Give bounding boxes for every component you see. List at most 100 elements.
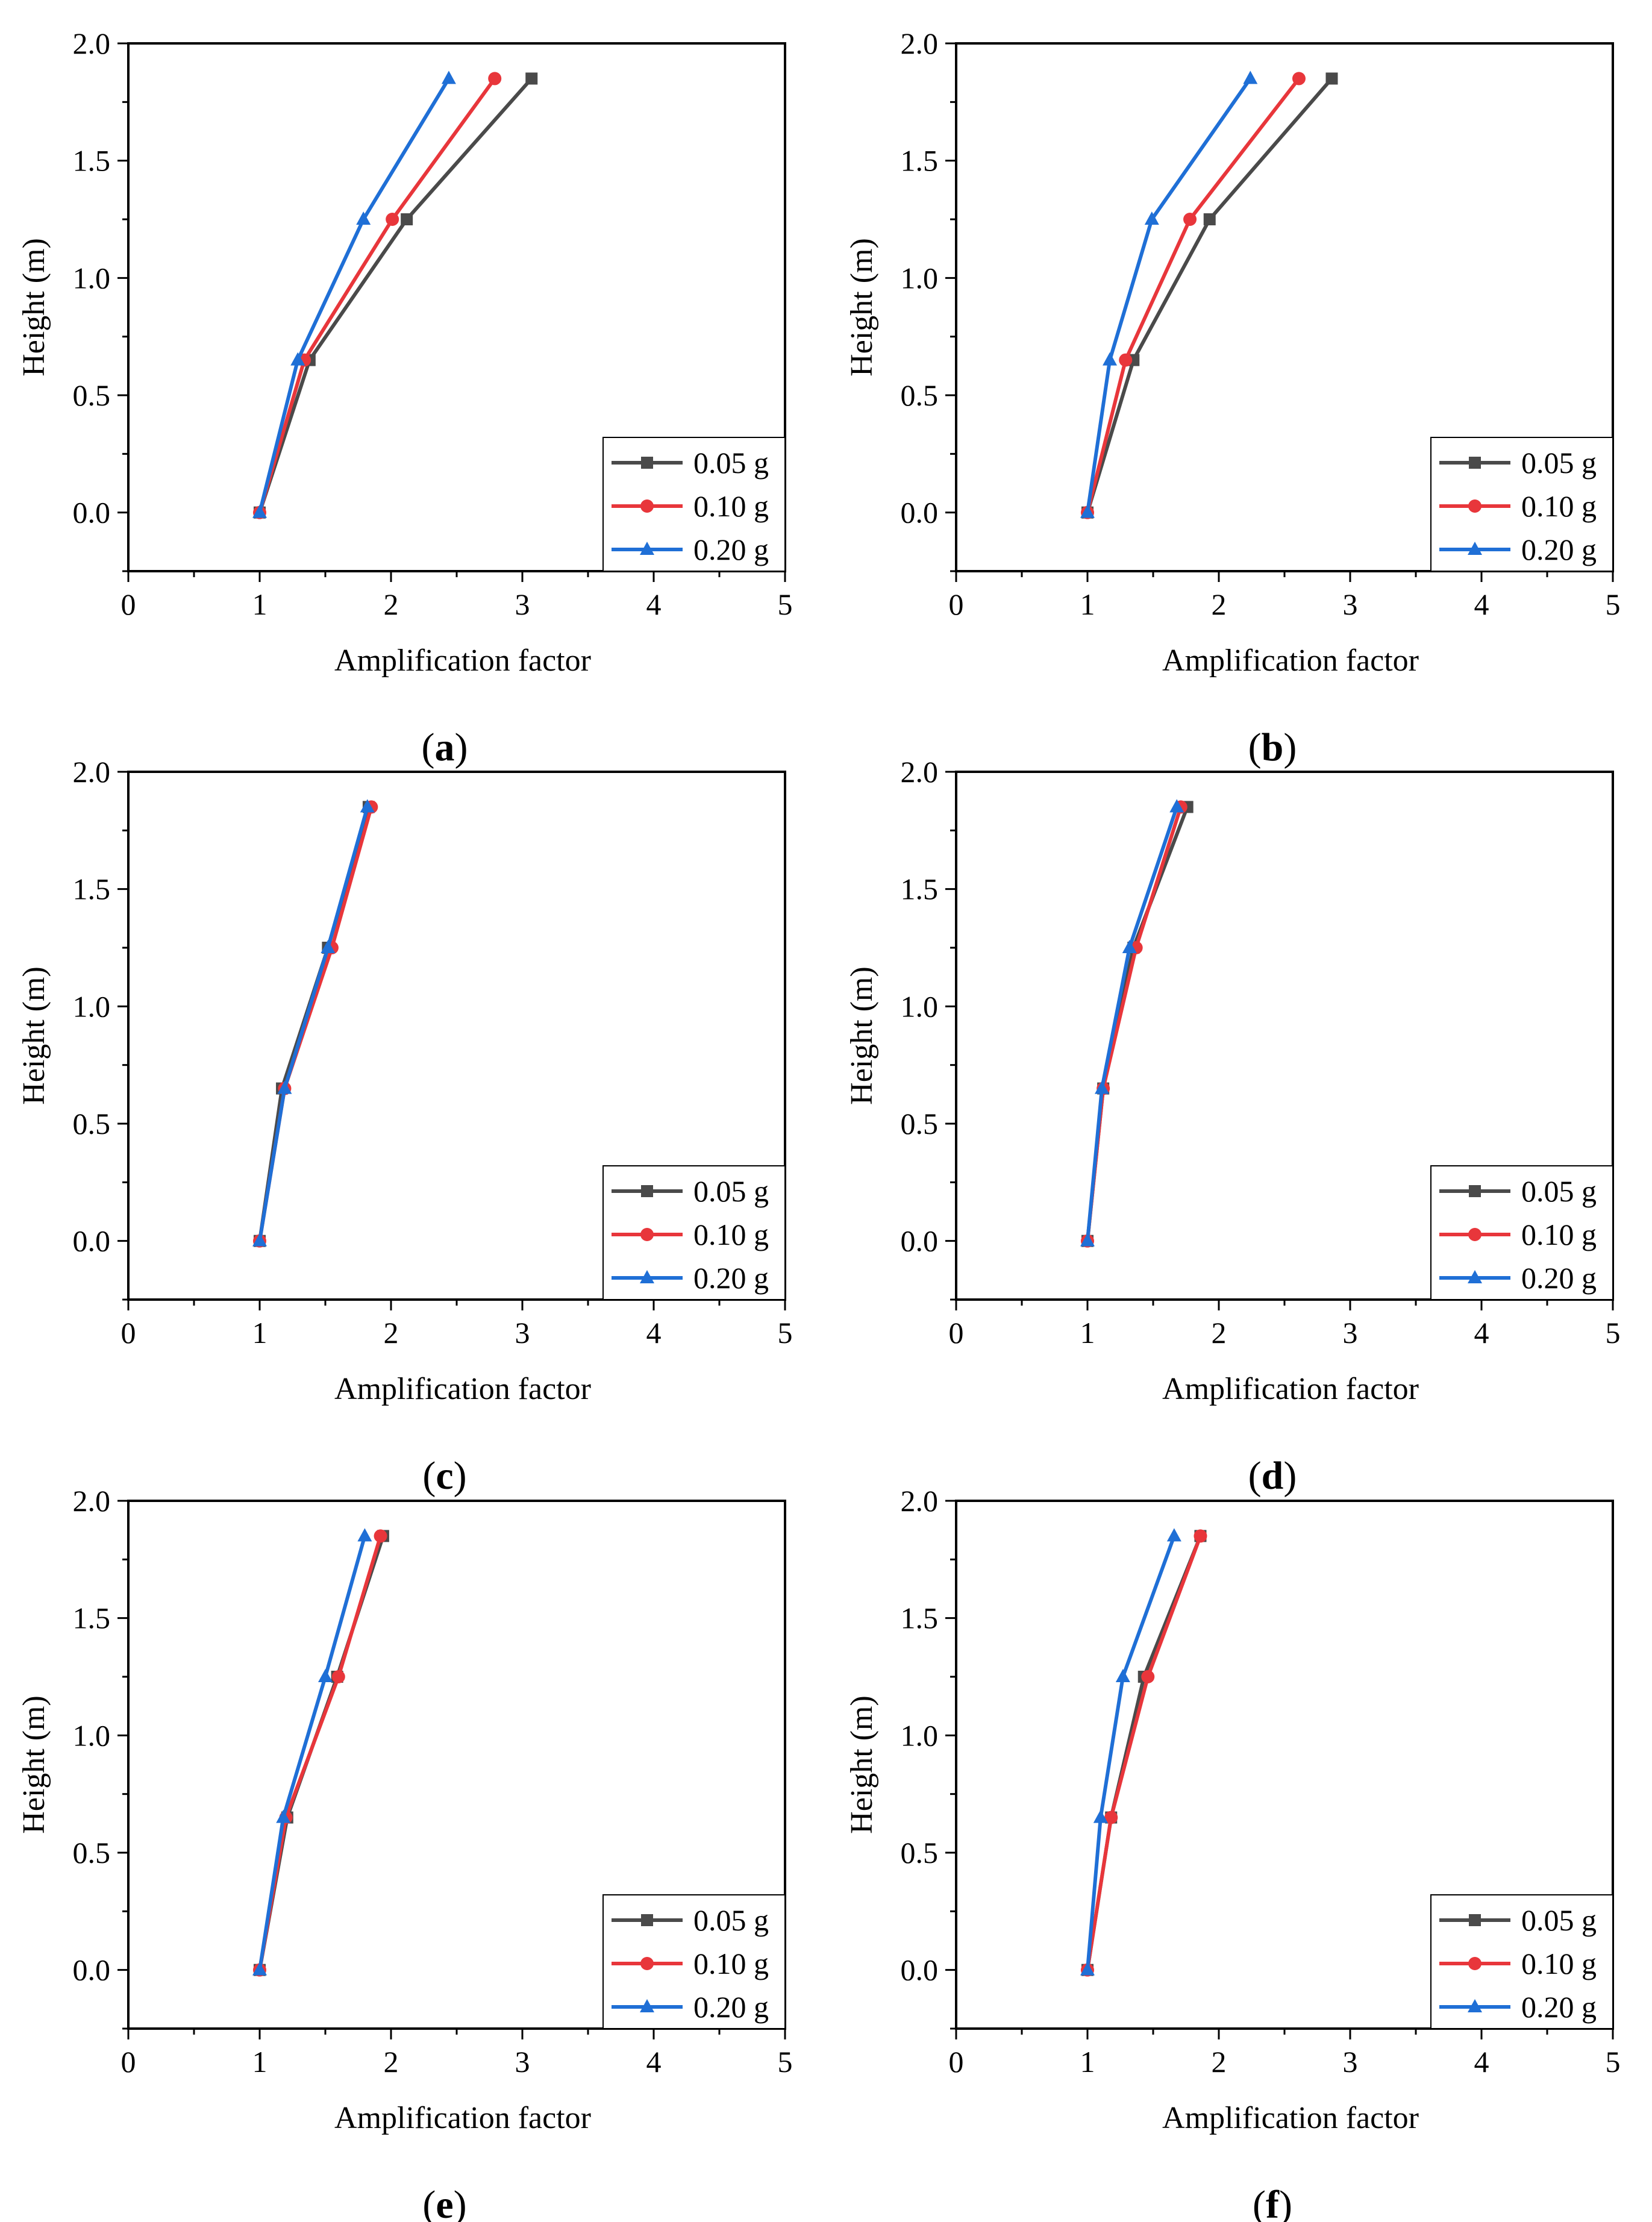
- panel-b-label: (b): [1248, 725, 1297, 769]
- panel-a-y-axis-title: Height (m): [17, 238, 51, 377]
- panel-e-x-tick-label: 1: [252, 2045, 268, 2079]
- panel-d-legend-label: 0.10 g: [1521, 1218, 1597, 1251]
- panel-e-legend-label: 0.10 g: [693, 1947, 769, 1980]
- panel-f-legend-label: 0.10 g: [1521, 1947, 1597, 1980]
- panel-c-data-point: [277, 1080, 292, 1094]
- panel-e-data-point: [318, 1669, 333, 1682]
- panel-e-legend-label: 0.05 g: [693, 1903, 769, 1937]
- panel-c-series-line-2: [258, 805, 369, 1243]
- panel-b-data-point: [1325, 72, 1338, 85]
- panel-a: 0 1 2 3 4 5 0.0 0.5 1.0 1.5 2.0 Amplification facto…: [17, 27, 793, 769]
- panel-f-y-tick-label: 1.5: [901, 1601, 939, 1635]
- panel-c-legend-marker: [640, 1270, 654, 1283]
- panel-b-y-tick-label: 0.0: [901, 496, 939, 530]
- panel-d-legend-label: 0.05 g: [1521, 1174, 1597, 1208]
- panel-a-y-tick-label: 2.0: [73, 27, 111, 60]
- panel-a-x-tick-label: 5: [778, 587, 793, 621]
- panel-d-x-tick-label: 4: [1474, 1316, 1489, 1350]
- panel-a-x-tick-label: 4: [646, 587, 662, 621]
- panel-f-legend-marker: [1468, 1957, 1481, 1970]
- panel-b-y-tick-label: 1.0: [901, 261, 939, 295]
- panel-c-y-tick-label: 2.0: [73, 755, 111, 789]
- panel-d-x-tick-label: 3: [1343, 1316, 1358, 1350]
- panel-c-legend-marker: [641, 1185, 653, 1197]
- panel-e-legend-marker: [640, 1999, 654, 2012]
- panel-f-data-point: [1115, 1669, 1130, 1682]
- panel-d-x-tick-label: 2: [1212, 1316, 1227, 1350]
- panel-f-x-tick-label: 1: [1080, 2045, 1095, 2079]
- panel-c-x-tick-label: 3: [515, 1316, 530, 1350]
- panel-a-data-point: [525, 72, 538, 85]
- panel-e-data-point: [276, 1809, 291, 1823]
- panel-f-x-tick-label: 2: [1212, 2045, 1227, 2079]
- panel-a-legend-marker: [640, 542, 654, 555]
- panel-d-data-point: [1169, 799, 1184, 813]
- panel-f-legend-marker: [1468, 1999, 1482, 2012]
- panel-e-label: (e): [422, 2183, 466, 2222]
- panel-c-x-axis-title: Amplification factor: [334, 1372, 591, 1406]
- panel-b-x-tick-label: 2: [1212, 587, 1227, 621]
- panel-b-x-tick-label: 0: [949, 587, 964, 621]
- panel-b-x-tick-label: 4: [1474, 587, 1489, 621]
- panel-b-y-tick-label: 2.0: [901, 27, 939, 60]
- panel-b-x-tick-label: 3: [1343, 587, 1358, 621]
- panel-c-y-axis-title: Height (m): [17, 966, 51, 1105]
- panel-e-x-tick-label: 5: [778, 2045, 793, 2079]
- panel-b-data-point: [1144, 211, 1159, 225]
- panel-d-y-tick-label: 1.0: [901, 989, 939, 1023]
- panel-c-x-tick-label: 2: [384, 1316, 399, 1350]
- panel-d-y-tick-label: 1.5: [901, 872, 939, 906]
- panel-c-legend-label: 0.05 g: [693, 1174, 769, 1208]
- panel-d-data-point: [1080, 1233, 1095, 1247]
- panel-a-data-point: [252, 504, 267, 518]
- panel-a-y-tick-label: 1.5: [73, 144, 111, 178]
- panel-f-x-tick-label: 3: [1343, 2045, 1358, 2079]
- panel-d-y-axis-title: Height (m): [845, 966, 879, 1105]
- panel-a-y-tick-label: 0.5: [73, 378, 111, 412]
- panel-f-data-point: [1141, 1670, 1155, 1683]
- panel-c-y-tick-label: 0.5: [73, 1107, 111, 1141]
- panel-a-data-point: [441, 70, 456, 84]
- panel-a-data-point: [290, 352, 305, 366]
- panel-c-legend-label: 0.10 g: [693, 1218, 769, 1251]
- panel-e-y-axis-title: Height (m): [17, 1695, 51, 1834]
- panel-e-legend-label: 0.20 g: [693, 1990, 769, 2024]
- panel-e-legend-marker: [640, 1957, 654, 1970]
- panel-d-y-tick-label: 0.0: [901, 1224, 939, 1258]
- panel-f-y-tick-label: 0.5: [901, 1836, 939, 1870]
- panel-d-data-point: [1122, 940, 1137, 953]
- panel-b-y-tick-label: 0.5: [901, 378, 939, 412]
- panel-d-series-line-2: [1086, 805, 1179, 1243]
- panel-f-data-point: [1194, 1529, 1207, 1543]
- panel-d-x-tick-label: 1: [1080, 1316, 1095, 1350]
- panel-f: 0 1 2 3 4 5 0.0 0.5 1.0 1.5 2.0 Amplification facto…: [845, 1484, 1621, 2222]
- panel-b-data-point: [1292, 72, 1306, 86]
- panel-f-data-point: [1166, 1528, 1181, 1542]
- panel-e-y-tick-label: 1.0: [73, 1718, 111, 1752]
- panel-e-y-tick-label: 0.5: [73, 1836, 111, 1870]
- panel-c-x-tick-label: 0: [121, 1316, 136, 1350]
- panel-c-y-tick-label: 0.0: [73, 1224, 111, 1258]
- panel-e-x-tick-label: 0: [121, 2045, 136, 2079]
- panel-c-legend-marker: [640, 1228, 654, 1241]
- panel-a-series-line-2: [258, 77, 451, 515]
- panel-e-x-tick-label: 3: [515, 2045, 530, 2079]
- panel-b-y-axis-title: Height (m): [845, 238, 879, 377]
- panel-b-data-point: [1183, 213, 1197, 226]
- panel-a-data-point: [356, 211, 371, 225]
- panel-e-series-line-0: [258, 1534, 385, 1972]
- panel-f-series-line-2: [1086, 1534, 1176, 1972]
- panel-d-label: (d): [1248, 1454, 1297, 1498]
- panel-a-x-tick-label: 1: [252, 587, 268, 621]
- panel-e-y-tick-label: 2.0: [73, 1484, 111, 1518]
- panel-d-legend-marker: [1468, 1270, 1482, 1283]
- panel-e-y-tick-label: 0.0: [73, 1953, 111, 1987]
- panel-e-x-tick-label: 2: [384, 2045, 399, 2079]
- panel-a-legend-label: 0.10 g: [693, 489, 769, 523]
- panel-b-legend-label: 0.10 g: [1521, 489, 1597, 523]
- panel-b-legend-label: 0.20 g: [1521, 533, 1597, 566]
- panel-d: 0 1 2 3 4 5 0.0 0.5 1.0 1.5 2.0 Amplification facto…: [845, 755, 1621, 1498]
- panel-f-y-tick-label: 0.0: [901, 1953, 939, 1987]
- panel-e-series-line-1: [258, 1534, 383, 1972]
